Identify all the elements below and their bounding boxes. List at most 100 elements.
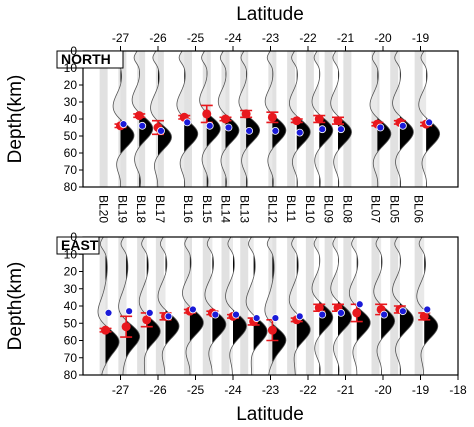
east-depth-axis-title: Depth(km) xyxy=(5,262,26,351)
station-column-bl17 xyxy=(155,51,164,187)
north-blue-point-0 xyxy=(119,120,128,128)
north-trace-line-11 xyxy=(369,51,392,187)
station-column-bl20 xyxy=(99,51,108,187)
station-column-bl10 xyxy=(305,237,314,375)
east-blue-point-13 xyxy=(380,310,389,319)
north-red-point-5 xyxy=(221,114,230,124)
east-blue-point-12 xyxy=(355,300,364,309)
north-red-point-10 xyxy=(333,116,343,126)
top-lat-tick-label--22: -22 xyxy=(299,31,317,45)
north-depth-axis-title: Depth(km) xyxy=(5,75,26,164)
north-blue-point-9 xyxy=(318,125,327,134)
top-lat-tick-label--21: -21 xyxy=(337,31,355,45)
east-trace-negative-3 xyxy=(158,237,166,375)
east-trace-negative-9 xyxy=(289,237,297,375)
station-column-bl13 xyxy=(240,51,249,187)
station-column-bl08 xyxy=(343,237,352,375)
east-trace-line-2 xyxy=(138,237,161,375)
north-trace-positive-4 xyxy=(206,51,221,187)
north-blue-point-5 xyxy=(224,123,233,132)
east-blue-point-8 xyxy=(271,314,280,322)
station-column-bl17 xyxy=(155,237,164,375)
station-column-bl16 xyxy=(184,237,192,375)
north-depth-ticks: 0 10 20 30 40 50 60 70 80 xyxy=(64,44,83,194)
east-depth-tick-label-70: 70 xyxy=(64,351,78,365)
bottom-lat-tick-label--20: -20 xyxy=(374,383,392,397)
east-red-point-15 xyxy=(419,311,429,321)
north-blue-point-4 xyxy=(205,121,214,130)
east-red-point-8 xyxy=(267,325,277,335)
station-column-bl10 xyxy=(305,51,314,187)
east-depth-tick-label-30: 30 xyxy=(64,282,78,296)
east-panel-label-box xyxy=(56,236,100,255)
east-panel: EAST xyxy=(56,236,459,376)
east-trace-negative-15 xyxy=(416,237,425,375)
east-red-point-10 xyxy=(314,303,324,313)
station-label-bl17: BL17 xyxy=(153,195,167,223)
bottom-latitude-ticks: -27 -26 -25 -24 -23 -22 -21 -20 -19 -18 xyxy=(112,375,467,397)
east-trace-line-9 xyxy=(288,237,311,375)
east-depth-tick-label-50: 50 xyxy=(64,316,78,330)
bottom-axis-title: Latitude xyxy=(236,404,304,425)
east-trace-line-11 xyxy=(330,237,352,375)
east-trace-positive-0 xyxy=(105,237,120,375)
north-depth-tick-label-10: 10 xyxy=(64,61,78,75)
bottom-lat-tick-label--23: -23 xyxy=(262,383,280,397)
bottom-lat-tick-label--25: -25 xyxy=(187,383,205,397)
bottom-lat-tick-label--18: -18 xyxy=(449,383,467,397)
north-trace-line-2 xyxy=(150,51,172,187)
east-red-point-12 xyxy=(352,308,362,318)
north-trace-negative-2 xyxy=(150,51,158,187)
east-trace-negative-12 xyxy=(349,237,357,375)
east-blue-point-4 xyxy=(188,305,197,314)
station-column-bl06 xyxy=(414,51,423,187)
east-blue-point-6 xyxy=(232,310,240,319)
east-trace-line-3 xyxy=(157,237,180,375)
east-waveforms xyxy=(97,237,439,375)
east-trace-line-4 xyxy=(182,237,204,375)
east-depth-tick-label-40: 40 xyxy=(64,299,78,313)
east-trace-line-5 xyxy=(204,237,227,375)
north-blue-point-10 xyxy=(337,125,345,134)
station-column-bl06 xyxy=(414,237,423,375)
station-column-bl08 xyxy=(343,51,352,187)
north-trace-line-1 xyxy=(131,51,154,187)
north-panel: NORTH xyxy=(56,50,459,188)
east-red-point-2 xyxy=(142,315,152,325)
east-depth-tick-label-10: 10 xyxy=(64,247,78,261)
east-depth-tick-label-80: 80 xyxy=(64,368,78,382)
east-trace-line-10 xyxy=(311,237,334,375)
station-label-bl06: BL06 xyxy=(412,195,426,223)
station-column-bl07 xyxy=(371,237,380,375)
east-trace-negative-7 xyxy=(246,237,254,375)
east-trace-positive-9 xyxy=(296,237,311,375)
north-panel-label: NORTH xyxy=(56,50,124,69)
station-labels: BL20 BL19 BL18 BL17 BL16 BL15 BL14 BL13 BL12 BL11… xyxy=(97,195,426,223)
north-trace-line-0 xyxy=(112,51,135,187)
north-red-point-8 xyxy=(292,116,302,126)
north-depth-tick-label-0: 0 xyxy=(70,44,77,58)
station-column-bl15 xyxy=(202,237,211,375)
north-trace-positive-1 xyxy=(139,51,153,187)
east-trace-negative-2 xyxy=(139,237,147,375)
east-trace-negative-1 xyxy=(118,237,127,375)
east-blue-point-5 xyxy=(211,310,220,319)
north-blue-point-11 xyxy=(376,123,385,132)
bottom-lat-tick-label--24: -24 xyxy=(224,383,242,397)
north-blue-point-2 xyxy=(157,126,165,135)
east-blue-point-15 xyxy=(423,305,432,314)
top-lat-tick-label--23: -23 xyxy=(262,31,280,45)
bottom-lat-tick-label--19: -19 xyxy=(412,383,430,397)
north-depth-tick-label-50: 50 xyxy=(64,129,78,143)
station-label-bl16: BL16 xyxy=(181,195,195,223)
east-trace-line-6 xyxy=(225,237,247,375)
north-trace-line-7 xyxy=(264,51,287,187)
east-blue-point-3 xyxy=(164,312,173,321)
north-trace-negative-9 xyxy=(312,51,320,187)
north-red-point-4 xyxy=(202,109,212,119)
station-label-bl08: BL08 xyxy=(340,195,354,223)
east-red-point-1 xyxy=(121,322,131,332)
north-blue-point-8 xyxy=(295,128,304,137)
east-trace-line-0 xyxy=(97,237,120,375)
